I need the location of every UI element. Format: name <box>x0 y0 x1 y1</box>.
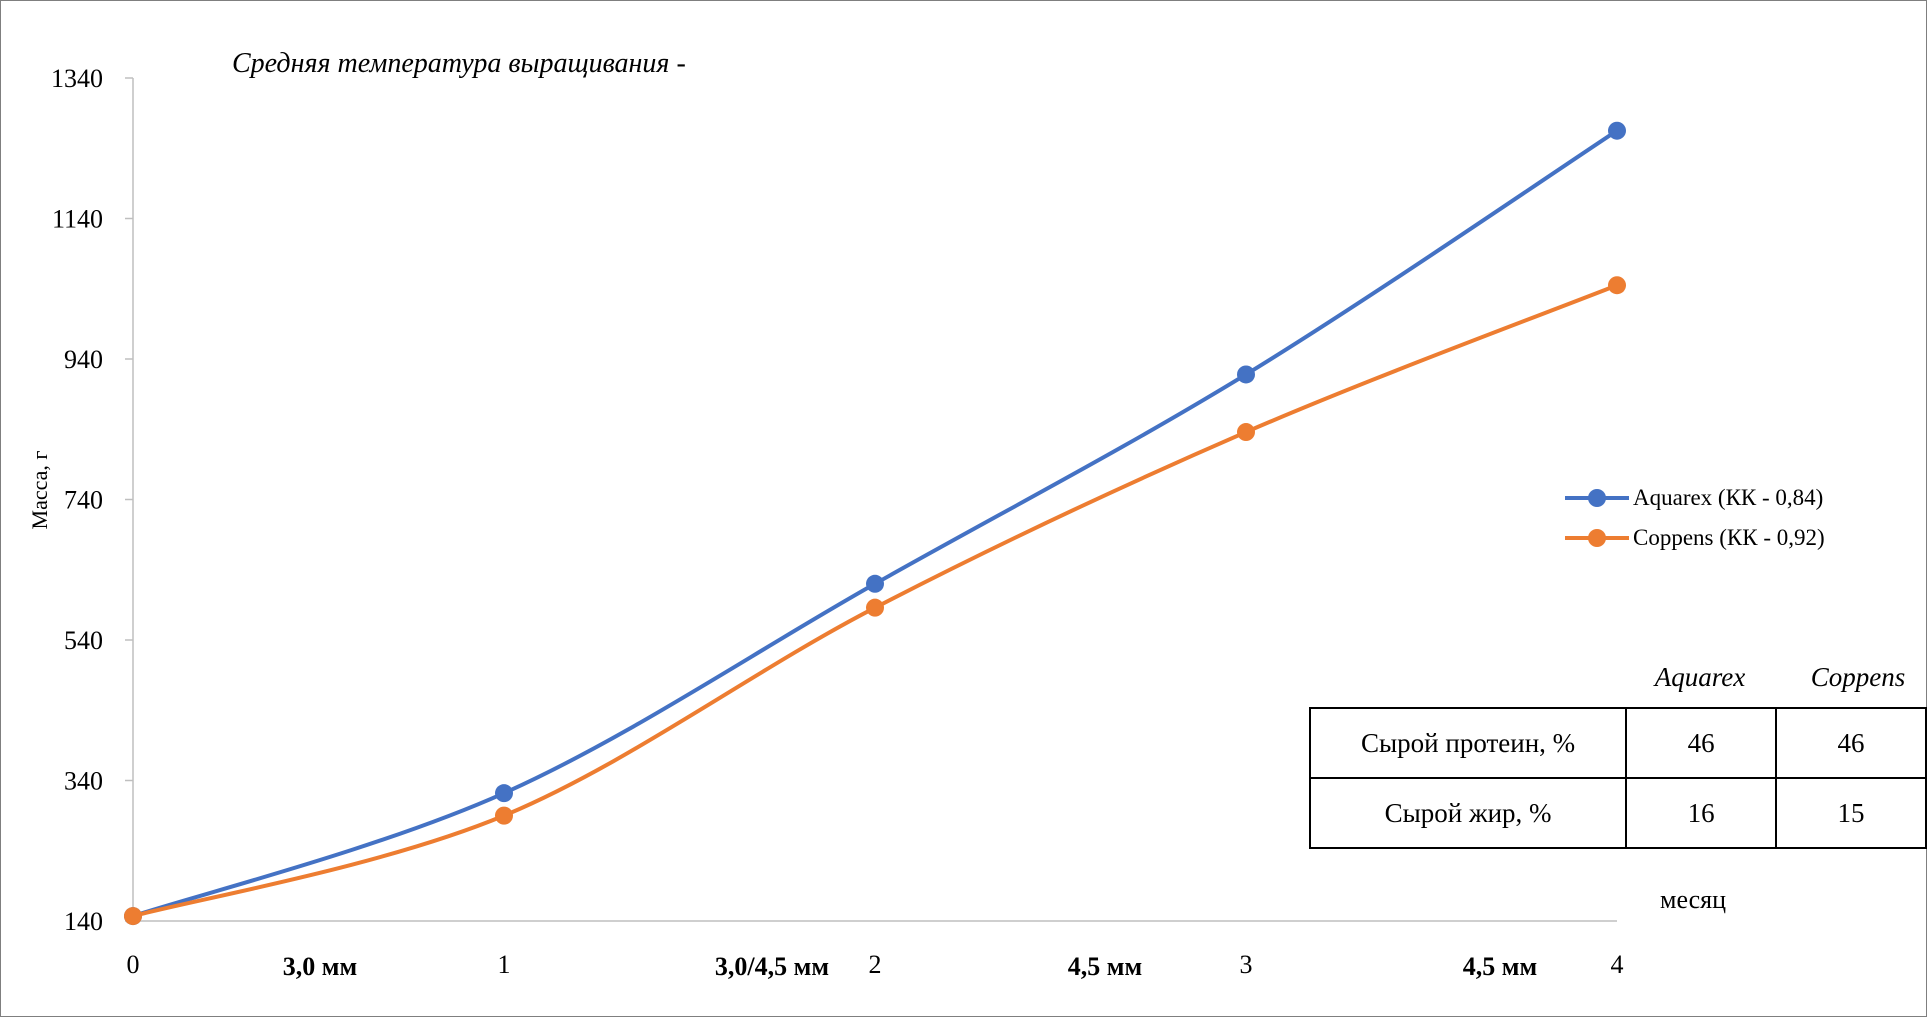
y-axis-label: Масса, г <box>27 450 52 530</box>
x-tick-label: 0 <box>127 950 140 979</box>
x-axis-label: месяц <box>1660 885 1727 914</box>
feed-size-label: 3,0 мм <box>282 952 358 981</box>
data-point <box>124 907 142 926</box>
table-column-header: Aquarex <box>1654 662 1746 692</box>
chart-legend: Aquarex (КК - 0,84) Coppens (КК - 0,92) <box>1565 478 1825 558</box>
data-point <box>1237 423 1255 442</box>
data-point <box>866 598 884 617</box>
data-point <box>495 806 513 825</box>
feed-size-label: 4,5 мм <box>1067 952 1143 981</box>
feed-size-label: 3,0/4,5 мм <box>714 952 830 981</box>
y-tick-label: 140 <box>64 907 103 936</box>
y-tick-label: 1340 <box>51 64 103 93</box>
legend-item-coppens: Coppens (КК - 0,92) <box>1565 518 1825 558</box>
legend-label: Aquarex (КК - 0,84) <box>1633 485 1824 510</box>
x-tick-label: 4 <box>1611 950 1624 979</box>
y-tick-label: 340 <box>64 767 103 796</box>
table-cell: 46 <box>1775 707 1927 779</box>
table-cell: 15 <box>1775 777 1927 849</box>
table-column-header: Coppens <box>1810 662 1906 692</box>
data-point <box>1608 121 1626 140</box>
legend-swatch-coppens <box>1565 528 1629 548</box>
data-point <box>1608 276 1626 295</box>
table-cell: 46 <box>1625 707 1778 779</box>
feed-composition-table: Сырой протеин, % 46 46 Сырой жир, % 16 1… <box>1308 707 1927 849</box>
y-tick-label: 1140 <box>52 205 103 234</box>
y-tick-label: 940 <box>64 345 103 374</box>
table-row-label: Сырой протеин, % <box>1308 707 1628 779</box>
table-row-label: Сырой жир, % <box>1308 777 1628 849</box>
x-tick-label: 2 <box>869 950 882 979</box>
chart-title: Средняя температура выращивания - <box>232 48 686 79</box>
data-point <box>1237 365 1255 384</box>
table-row: Сырой жир, % 16 15 <box>1308 777 1927 849</box>
legend-label: Coppens (КК - 0,92) <box>1633 525 1825 550</box>
legend-swatch-aquarex <box>1565 488 1629 508</box>
data-point <box>495 784 513 803</box>
feed-size-label: 4,5 мм <box>1462 952 1538 981</box>
x-tick-label: 3 <box>1240 950 1253 979</box>
table-row: Сырой протеин, % 46 46 <box>1308 707 1927 779</box>
table-cell: 16 <box>1625 777 1778 849</box>
y-tick-label: 540 <box>64 626 103 655</box>
y-tick-label: 740 <box>64 486 103 515</box>
data-point <box>866 574 884 593</box>
x-tick-label: 1 <box>498 950 511 979</box>
legend-item-aquarex: Aquarex (КК - 0,84) <box>1565 478 1825 518</box>
